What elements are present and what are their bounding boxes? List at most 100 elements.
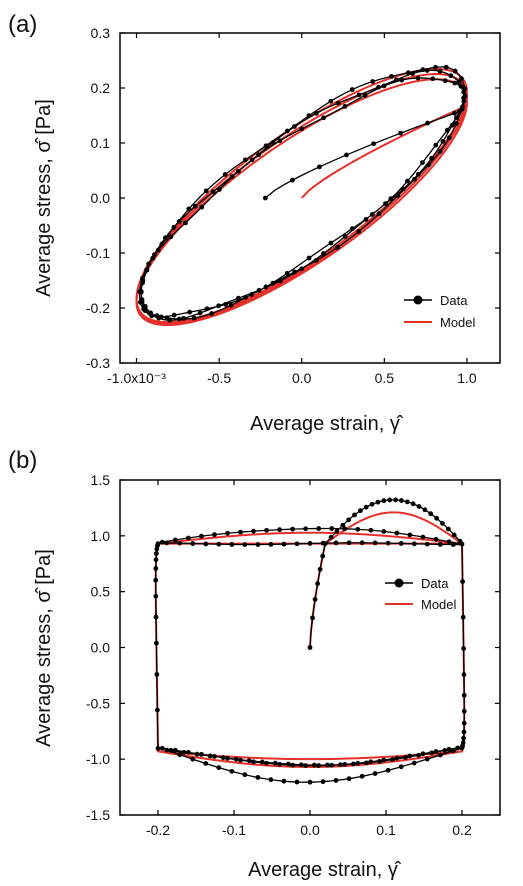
panel-a-data-point [437, 68, 443, 74]
panel-a-data-point [171, 312, 177, 318]
panel-b-data-point [264, 527, 269, 533]
panel-b-data-point [177, 540, 183, 546]
panel-a-data-point [284, 128, 290, 134]
panel-a-model-line [135, 67, 468, 327]
panel-a-data-point [342, 234, 348, 239]
panel-b-data-point [186, 749, 191, 755]
panel-b-data-point [385, 540, 391, 546]
panel-a-data-point [183, 220, 188, 226]
panel-b-data-point [355, 760, 361, 766]
panel-b-y-tick-label: -1.5 [86, 807, 110, 823]
panel-a-data-point [313, 258, 319, 263]
panel-b-data-point [212, 532, 217, 538]
panel-b-data-point [329, 526, 335, 531]
panel-a-data-point [210, 189, 216, 195]
panel-b-data-point [268, 777, 274, 783]
panel-b-data-point [398, 764, 404, 770]
panel-b-data-point [424, 756, 430, 762]
panel-b-data-point [259, 759, 265, 765]
panel-a-data-point [405, 178, 410, 184]
panel-b-data-point [159, 539, 165, 545]
panel-a-data-point [256, 287, 262, 293]
panel-a-data-point [452, 80, 458, 86]
panel-b-data-point [346, 540, 352, 546]
panel-b-data-point [460, 740, 466, 746]
panel-b-plot-area: -0.2 -0.1 0.0 0.1 0.2 -1.5 -1.0 -0.5 0.0 0.5 1.0 1.… [86, 472, 501, 838]
panel-a-data-point [249, 157, 255, 163]
panel-a-data-point [356, 229, 362, 234]
panel-b-data-point [294, 779, 300, 785]
panel-b-data-point [159, 745, 165, 751]
panel-b-data-point [334, 528, 340, 534]
panel-b-y-tick-label: -1.0 [86, 751, 110, 767]
panel-b-data-point [359, 773, 365, 779]
panel-a-y-tick-label: 0.3 [91, 25, 111, 41]
panel-a-data-point [142, 308, 148, 314]
panel-b-data-point [153, 593, 159, 599]
panel-a-data-point [216, 303, 221, 309]
panel-b-y-tick-label: 1.5 [91, 472, 111, 488]
panel-b-data-point [424, 541, 430, 547]
panel-a-data-point [415, 75, 421, 81]
panel-a-x-axis-label: Average strain, γ̂ [250, 413, 404, 435]
panel-b-data-point [359, 540, 365, 546]
panel-b-data-point [455, 745, 461, 751]
panel-b-data-point [320, 540, 326, 546]
panel-b-data-point [393, 497, 398, 503]
panel-a-data-point [394, 77, 399, 83]
panel-b-data-point [328, 534, 334, 540]
panel-b-data-point [177, 752, 183, 758]
panel-a-data-point [328, 240, 334, 246]
panel-b-data-point [307, 645, 313, 650]
panel-a-data-point [452, 68, 458, 74]
panel-a-data-point [457, 109, 462, 114]
panel-b-data-point [422, 507, 428, 513]
panel-b-data-point [407, 532, 413, 538]
panel-b-data-point [268, 541, 274, 547]
panel-a-data-point [263, 284, 269, 290]
panel-b-data-point [316, 526, 322, 531]
panel-b-data-point [310, 615, 315, 621]
panel-b-data-point [437, 752, 443, 758]
panel-a-data-point [243, 295, 248, 300]
panel-b-data-point [461, 735, 467, 741]
panel-a-data-point [270, 140, 276, 145]
panel-b-data-point [203, 541, 209, 547]
panel-b-data-point [342, 762, 348, 767]
panel-b-data-point [238, 529, 243, 535]
panel-a-data-point [168, 234, 174, 240]
panel-a-data-point [437, 149, 443, 154]
panel-a-data-point [263, 143, 269, 149]
panel-a-data-point [461, 98, 467, 104]
panel-a-data-point [453, 121, 459, 126]
panel-a-data-point [456, 79, 462, 85]
panel-b-data-point [442, 748, 448, 753]
panel-b-data-point [307, 541, 313, 546]
panel-a-data-point [433, 64, 438, 70]
panel-b-data-point [186, 535, 191, 541]
panel-a-data-point [292, 269, 297, 275]
panel-a-data-point [144, 267, 150, 273]
panel-a-data-point [290, 177, 295, 183]
panel-a-data-point [410, 71, 415, 76]
panel-b-data-point [450, 748, 456, 754]
panel-b-data-point [428, 511, 434, 517]
panel-b-data-point [338, 762, 343, 768]
panel-b-data-point [220, 755, 226, 761]
panel-b-data-point [460, 614, 466, 620]
panel-a-y-tick-label: -0.2 [86, 300, 110, 316]
panel-a-data-point [155, 247, 161, 253]
panel-a-data-point [400, 186, 406, 192]
panel-a-data-point [369, 212, 375, 217]
panel-b-data-point [153, 577, 159, 583]
panel-b-data-point [375, 499, 381, 505]
panel-b-data-point [207, 753, 213, 759]
panel-b-data-point [272, 760, 278, 766]
panel-b-legend: Data Model [385, 576, 457, 612]
panel-a-x-tick-label: 1.0 [457, 370, 477, 386]
panel-a-data-point [335, 100, 341, 106]
panel-a-data-point [415, 171, 421, 177]
panel-a-y-tick-label: 0.0 [91, 190, 111, 206]
panel-a-data-point [370, 79, 376, 84]
panel-b-data-point [387, 497, 393, 503]
